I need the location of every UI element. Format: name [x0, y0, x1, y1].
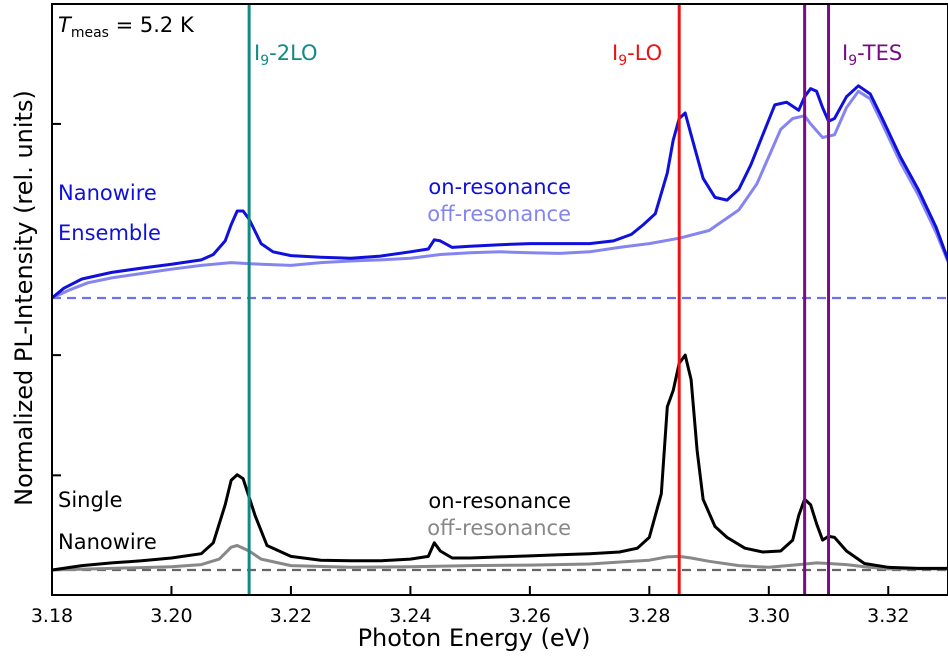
vline-label-2lo: I9-2LO	[254, 41, 318, 69]
legend-ensemble-off: off-resonance	[427, 202, 571, 226]
group-label-single-line1: Single	[58, 488, 123, 512]
x-tick-label-0: 3.18	[31, 605, 73, 627]
meas-subscript: meas	[71, 25, 109, 41]
x-tick-label-1: 3.20	[150, 605, 192, 627]
x-tick-label-4: 3.26	[509, 605, 551, 627]
series-line-3	[52, 544, 948, 572]
series-layer	[52, 84, 948, 572]
y-axis-title: Normalized PL-Intensity (rel. units)	[10, 90, 38, 506]
meas-value: = 5.2 K	[109, 13, 195, 37]
x-tick-label-6: 3.30	[748, 605, 790, 627]
meas-symbol: T	[58, 13, 73, 37]
legend-ensemble-on: on-resonance	[428, 175, 571, 199]
vline-label-tes: I9-TES	[842, 41, 902, 69]
x-tick-label-2: 3.22	[270, 605, 312, 627]
x-tick-label-7: 3.32	[867, 605, 909, 627]
series-line-0	[52, 84, 948, 300]
series-line-1	[52, 89, 948, 300]
vertical-lines	[247, 4, 831, 595]
measurement-label: Tmeas = 5.2 K	[58, 13, 195, 41]
plot-frame	[51, 3, 948, 596]
legend-single-on: on-resonance	[428, 489, 571, 513]
x-axis-title: Photon Energy (eV)	[358, 624, 591, 652]
legend-single-off: off-resonance	[427, 516, 571, 540]
x-tick-label-3: 3.24	[389, 605, 431, 627]
axis-ticks: 3.18 3.20 3.22 3.24 3.26 3.28 3.30 3.32	[31, 122, 909, 627]
group-label-ensemble-line2: Ensemble	[58, 221, 161, 245]
group-label-single-line2: Nanowire	[58, 530, 157, 554]
vline-label-lo: I9-LO	[612, 41, 662, 69]
group-label-ensemble-line1: Nanowire	[58, 181, 157, 205]
x-tick-label-5: 3.28	[628, 605, 670, 627]
series-line-2	[52, 353, 948, 572]
